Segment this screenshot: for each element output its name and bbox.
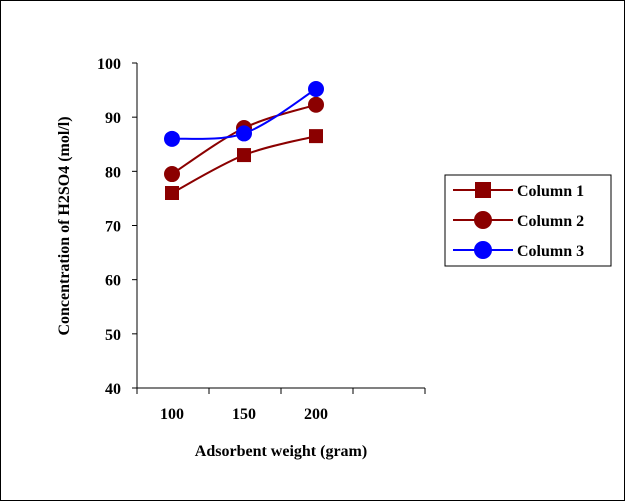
- y-axis-title: Concentration of H2SO4 (mol/l): [56, 116, 73, 335]
- y-tick-label: 50: [105, 327, 121, 344]
- legend-column-1-marker: [475, 182, 491, 198]
- legend-column-2-marker: [474, 211, 492, 229]
- legend-column-3-marker: [474, 241, 492, 259]
- column-3-point: [164, 130, 180, 147]
- y-tick-label: 70: [105, 219, 121, 236]
- column-1-point: [309, 129, 323, 144]
- column-1-point: [165, 186, 179, 200]
- column-3-point: [236, 125, 252, 142]
- x-tick-label: 100: [160, 406, 184, 423]
- x-tick-label: 200: [304, 406, 328, 423]
- x-axis-title: Adsorbent weight (gram): [195, 443, 367, 460]
- column-2-point: [308, 96, 324, 113]
- legend-column-2-label: Column 2: [517, 213, 584, 230]
- x-tick-label: 150: [232, 406, 256, 423]
- legend-column-3-label: Column 3: [517, 243, 584, 260]
- y-tick-label: 90: [105, 110, 121, 127]
- column-1-line: [171, 135, 317, 194]
- y-tick-label: 80: [105, 164, 121, 181]
- column-3-point: [308, 81, 324, 97]
- legend-column-1-label: Column 1: [517, 183, 584, 200]
- y-tick-label: 100: [97, 56, 121, 73]
- y-tick-label: 40: [105, 381, 121, 398]
- y-tick-label: 60: [105, 273, 121, 290]
- column-1-point: [237, 148, 251, 163]
- column-2-point: [164, 166, 180, 183]
